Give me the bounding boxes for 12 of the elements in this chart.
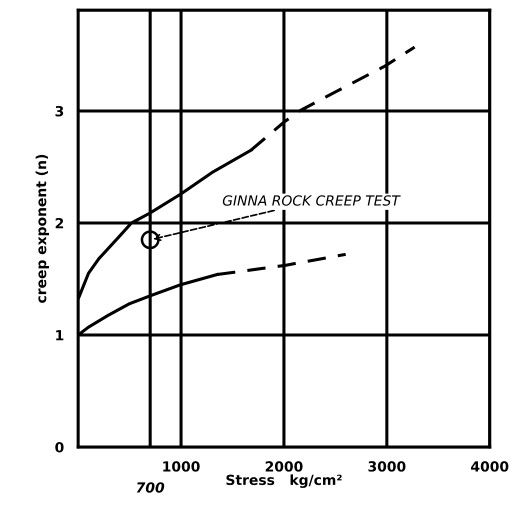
y-axis-title: creep exponent (n) <box>36 154 50 303</box>
x-tick-label: 2000 <box>266 461 303 472</box>
x-tick-label: 4000 <box>471 461 508 472</box>
x-tick-label: 3000 <box>368 461 406 472</box>
y-tick-label: 0 <box>55 442 64 453</box>
y-tick-label: 2 <box>56 218 64 228</box>
x-axis-title: Stress kg/cm² <box>226 474 342 488</box>
y-tick-label: 1 <box>56 330 64 340</box>
y-tick-label: 3 <box>56 106 64 116</box>
ref-line-label: 700 <box>136 482 164 493</box>
x-tick-label: 1000 <box>163 461 200 472</box>
annotation: GINNA ROCK CREEP TEST <box>222 195 401 206</box>
